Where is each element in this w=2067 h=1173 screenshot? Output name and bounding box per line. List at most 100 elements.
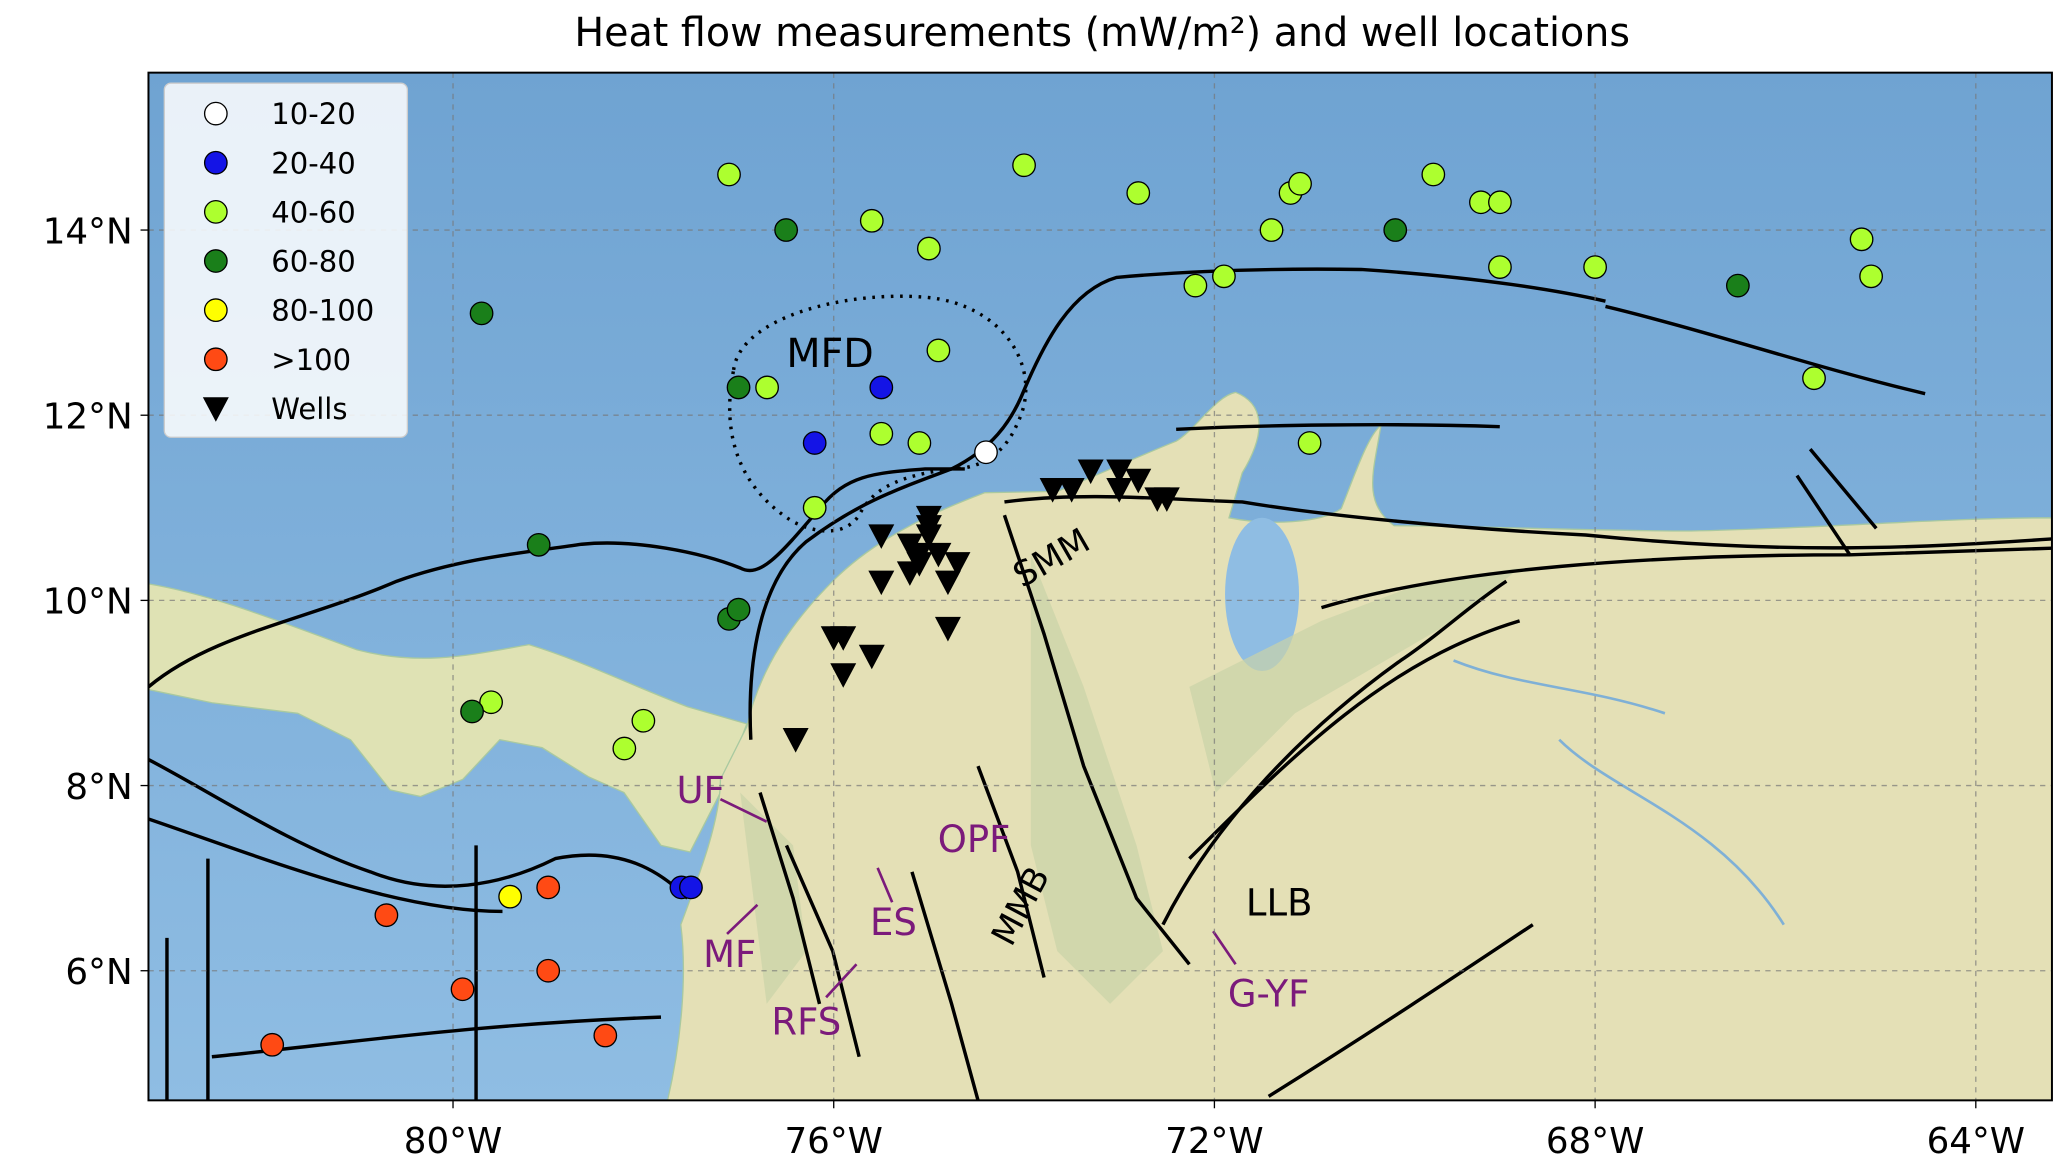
mfd-outline (727, 294, 1028, 533)
annotation: UF (676, 769, 724, 812)
x-tick-label: 80°W (404, 1121, 502, 1162)
heat-flow-point (1259, 218, 1284, 242)
x-tick-label: 76°W (784, 1121, 882, 1162)
legend-label: 60-80 (271, 245, 355, 279)
heat-flow-point (1383, 218, 1408, 242)
heat-flow-point (1802, 366, 1826, 391)
faults (148, 267, 2052, 1101)
x-tick-label: 68°W (1546, 1121, 1644, 1162)
heat-flow-point (802, 431, 827, 455)
grid (148, 72, 2052, 1101)
well (915, 524, 942, 549)
heat-flow-point (1212, 264, 1236, 289)
heat-flow-point (460, 699, 484, 724)
x-tick-label: 72°W (1165, 1121, 1263, 1162)
ticks: 80°W 76°W 72°W 68°W 64°W 6°N 8°N 10°N 12°N 14°N (43, 211, 2025, 1162)
heat-flow-point (917, 236, 941, 261)
well (830, 626, 857, 651)
legend-label: 80-100 (271, 294, 374, 328)
heat-flow-point (1288, 171, 1312, 196)
heat-flow-point (593, 1023, 618, 1048)
legend-box (163, 82, 409, 438)
well (1144, 487, 1171, 512)
heat-flow-point (469, 301, 494, 326)
well (1106, 478, 1133, 503)
heat-flow-point (869, 421, 894, 446)
heat-flow-point (1725, 273, 1750, 298)
well (934, 570, 961, 596)
heat-flow-point (717, 162, 741, 187)
legend: 10-20 20-40 40-60 60-80 80-100 >100 Wells (202, 97, 374, 426)
annotation: MF (703, 933, 756, 976)
heat-flow-point (450, 977, 475, 1002)
annotation: OPF (938, 818, 1011, 861)
heat-flow-point (974, 440, 998, 465)
legend-marker (203, 298, 228, 323)
well (1125, 468, 1152, 494)
heat-flow-point (536, 958, 561, 983)
legend-label: 20-40 (271, 146, 355, 180)
legend-marker (203, 101, 228, 126)
annotation: G-YF (1228, 973, 1309, 1016)
well (830, 663, 857, 688)
heat-flow-point (1849, 227, 1874, 252)
annotation: ES (870, 901, 917, 944)
well (782, 728, 809, 753)
heat-flow-point (1126, 181, 1151, 205)
well (1039, 478, 1066, 503)
heat-flow-point (726, 375, 751, 400)
well (925, 542, 952, 568)
annotation: LLB (1246, 881, 1313, 924)
y-tick-label: 12°N (43, 396, 133, 437)
heat-flow-point (1012, 153, 1036, 178)
heat-flow-point (260, 1032, 285, 1057)
well (868, 524, 895, 549)
leader-lines (719, 797, 1237, 999)
heat-flow-point (926, 338, 951, 363)
heat-flow-point (869, 375, 894, 400)
points (260, 153, 1884, 1057)
heat-flow-point (1183, 273, 1208, 298)
legend-label: Wells (271, 392, 347, 426)
heat-flow-point (1488, 255, 1512, 279)
legend-marker (202, 397, 229, 422)
heat-flow-point (755, 375, 779, 400)
heat-flow-point (679, 875, 703, 900)
heat-flow-point (536, 875, 561, 900)
heat-flow-point (726, 597, 751, 622)
legend-label: 10-20 (271, 97, 355, 131)
legend-label: 40-60 (271, 195, 355, 229)
legend-label: >100 (271, 343, 351, 377)
plot-frame (147, 71, 2053, 1102)
heat-flow-point (1297, 431, 1322, 455)
heat-flow-point (374, 903, 399, 928)
x-tick-label: 64°W (1927, 1121, 2025, 1162)
heat-flow-point (612, 736, 637, 761)
heat-flow-point (1488, 190, 1512, 215)
heat-flow-point (526, 532, 551, 557)
y-tick-label: 8°N (65, 767, 132, 808)
y-tick-label: 14°N (43, 211, 133, 252)
heat-flow-point (498, 884, 523, 909)
well (906, 552, 933, 577)
well (1077, 459, 1104, 485)
heat-flow-point (802, 495, 827, 520)
well (1106, 459, 1133, 485)
chart-title: Heat flow measurements (mW/m²) and well … (574, 10, 1630, 56)
legend-marker (203, 150, 228, 175)
heat-flow-point (1583, 255, 1608, 279)
legend-marker (203, 249, 228, 273)
well (1058, 478, 1085, 503)
heat-flow-point (1421, 162, 1446, 187)
well (868, 570, 895, 596)
well (858, 644, 885, 670)
rivers (1453, 659, 1785, 926)
heat-flow-point (1859, 264, 1884, 289)
legend-marker (203, 199, 228, 224)
lake-maracaibo (1225, 517, 1300, 672)
heat-flow-point (479, 690, 503, 715)
legend-marker (203, 347, 228, 372)
well (944, 552, 971, 577)
